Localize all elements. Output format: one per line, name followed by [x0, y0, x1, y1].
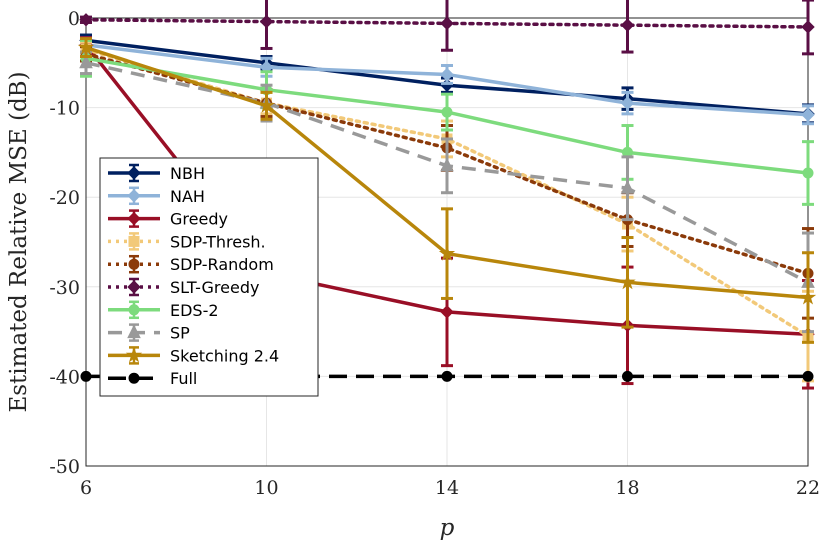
legend: NBH NAH Greedy SDP-Thresh. SDP-Random SLT-Gre…: [99, 157, 319, 397]
legend-entry-eds-2: EDS-2: [108, 300, 219, 320]
legend-marker-sp: [127, 324, 141, 339]
data-point-sketching-2-4: [619, 273, 636, 290]
x-tick-label: 18: [615, 477, 639, 499]
x-tick-labels: 6 10 14 18 22: [80, 477, 820, 499]
y-tick-label: -20: [49, 187, 80, 209]
x-tick-label: 14: [435, 477, 459, 499]
data-point-nah: [801, 108, 815, 122]
legend-entry-greedy: Greedy: [108, 209, 228, 229]
legend-marker-sdp-thresh: [128, 235, 140, 247]
legend-marker-nah: [127, 189, 141, 203]
x-tick-label: 6: [80, 477, 92, 499]
legend-marker-sketching-2-4: [125, 346, 143, 363]
legend-label-slt-greedy: SLT-Greedy: [170, 278, 259, 297]
legend-entry-sdp-thresh: SDP-Thresh.: [108, 232, 266, 251]
series-layer: [77, 0, 817, 390]
data-point-sketching-2-4: [258, 97, 275, 113]
data-point-eds-2: [441, 106, 453, 118]
legend-label-nbh: NBH: [170, 164, 205, 183]
series-sketching-2-4: [77, 37, 817, 344]
data-point-nah: [440, 67, 454, 82]
data-point-full: [622, 370, 633, 382]
y-tick-label: -30: [49, 277, 80, 299]
data-point-sp: [620, 180, 635, 194]
legend-marker-nbh: [127, 166, 141, 180]
legend-entry-sdp-random: SDP-Random: [108, 254, 274, 274]
legend-label-greedy: Greedy: [170, 210, 228, 229]
data-point-sketching-2-4: [799, 288, 817, 305]
data-point-eds-2: [802, 167, 814, 179]
data-point-full: [802, 370, 814, 382]
legend-marker-sdp-random: [128, 258, 140, 270]
data-point-sketching-2-4: [77, 38, 95, 55]
x-tick-label: 22: [796, 477, 820, 499]
data-point-slt-greedy: [79, 13, 93, 27]
legend-marker-greedy: [127, 211, 141, 226]
y-axis-label: Estimated Relative MSE (dB): [6, 71, 32, 412]
legend-label-eds-2: EDS-2: [170, 301, 219, 320]
legend-label-sdp-random: SDP-Random: [170, 255, 274, 274]
legend-marker-full: [128, 372, 140, 384]
data-point-slt-greedy: [801, 20, 815, 34]
series-slt-greedy: [79, 0, 815, 56]
x-tick-label: 10: [254, 477, 278, 499]
y-tick-labels: 0 -10 -20 -30 -40 -50: [49, 8, 80, 478]
legend-entry-nbh: NBH: [108, 163, 205, 183]
y-tick-label: -40: [49, 366, 80, 388]
legend-label-sp: SP: [170, 324, 190, 343]
y-tick-label: -50: [49, 456, 80, 478]
y-tick-label: -10: [49, 98, 80, 120]
legend-label-nah: NAH: [170, 187, 205, 206]
legend-entry-full: Full: [108, 369, 197, 388]
data-point-slt-greedy: [259, 14, 274, 29]
legend-marker-eds-2: [128, 304, 140, 316]
legend-label-sketching-2-4: Sketching 2.4: [170, 346, 279, 365]
legend-entry-sketching-2-4: Sketching 2.4: [108, 346, 279, 365]
data-point-sp: [79, 54, 93, 69]
y-tick-label: 0: [68, 8, 80, 30]
data-point-full: [441, 370, 453, 382]
legend-label-sdp-thresh: SDP-Thresh.: [170, 232, 266, 251]
data-point-slt-greedy: [440, 16, 454, 31]
legend-entry-nah: NAH: [108, 186, 205, 206]
data-point-sp: [440, 157, 454, 172]
data-point-greedy: [440, 305, 454, 319]
legend-marker-slt-greedy: [127, 280, 141, 294]
data-point-full: [80, 370, 92, 382]
x-axis-label: p: [440, 515, 455, 541]
data-point-slt-greedy: [620, 18, 635, 32]
data-point-sketching-2-4: [438, 245, 456, 261]
data-point-nah: [620, 96, 635, 110]
legend-entry-slt-greedy: SLT-Greedy: [108, 277, 259, 297]
legend-label-full: Full: [170, 369, 197, 388]
legend-entry-sp: SP: [108, 323, 190, 343]
